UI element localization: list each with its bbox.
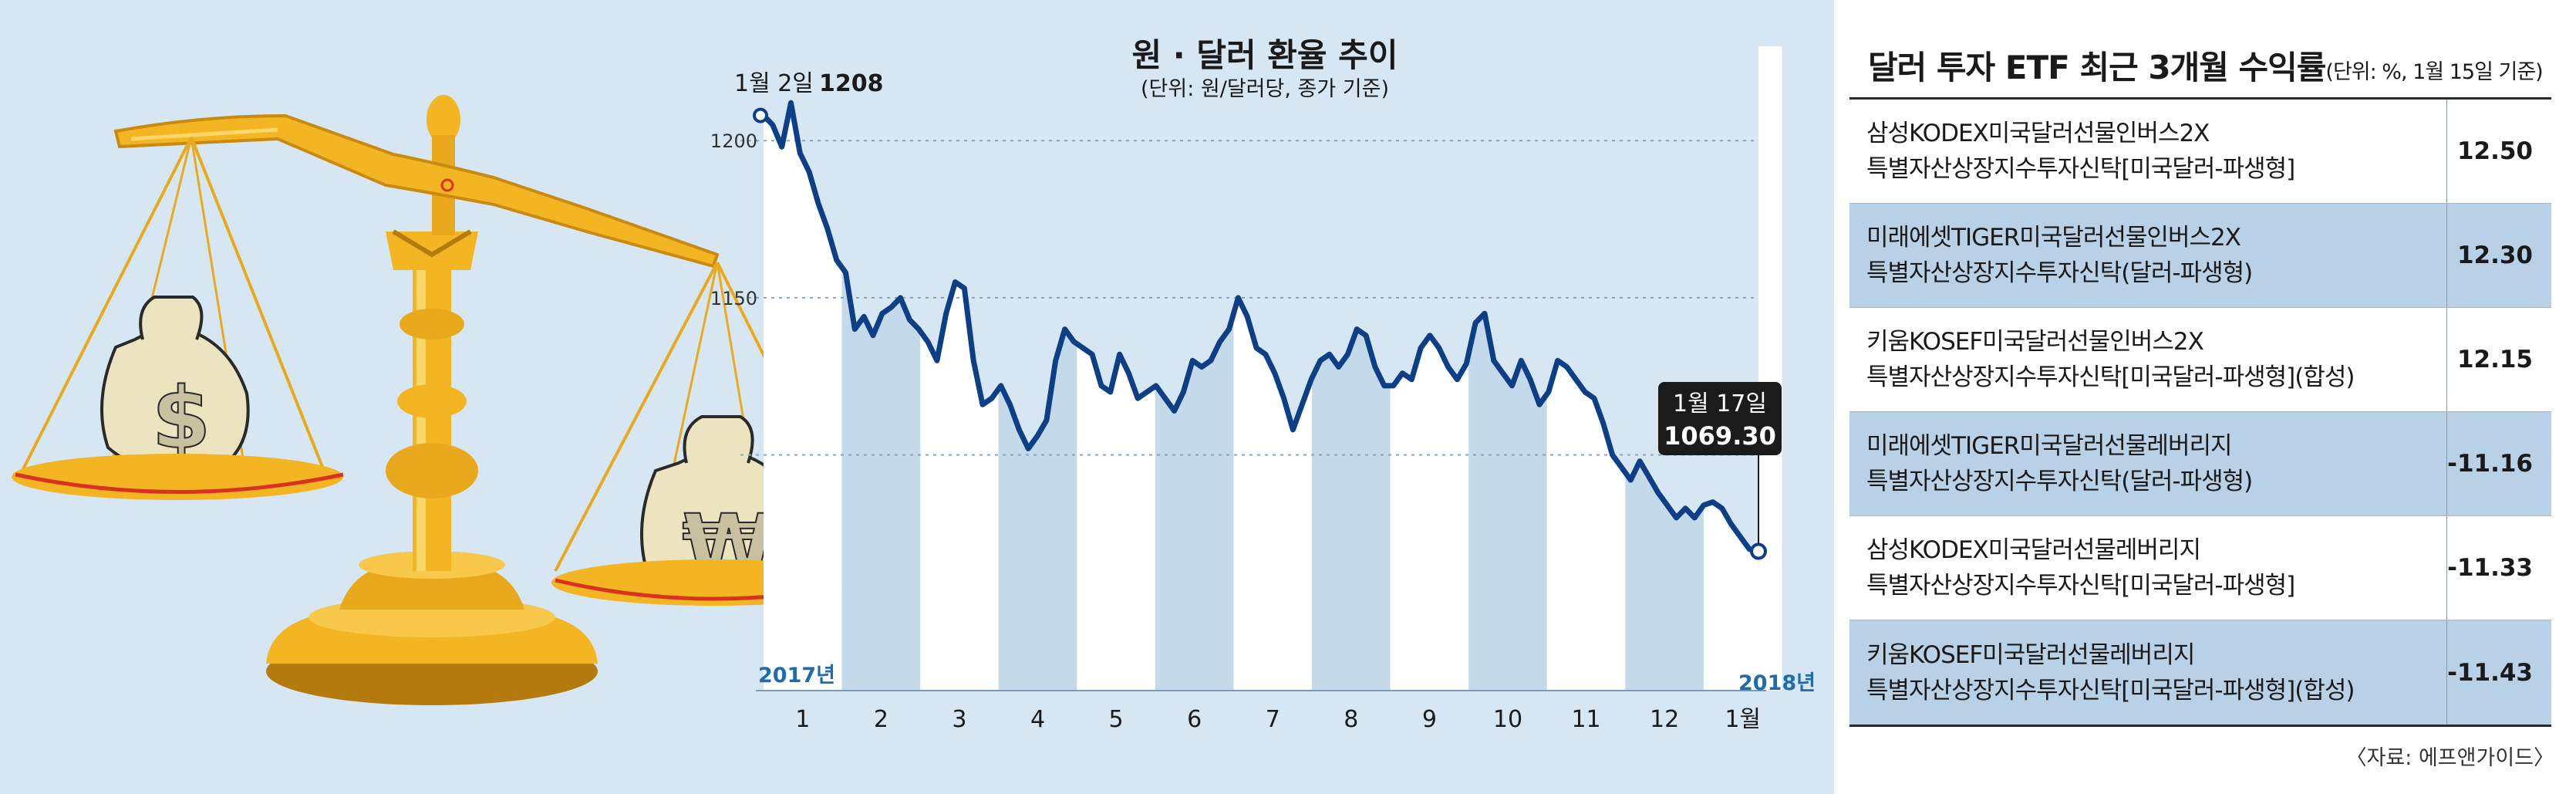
table-row: 미래에셋TIGER미국달러선물레버리지 특별자산상장지수투자신탁(달러-파생형) -… [1849, 412, 2551, 516]
etf-name-line2: 특별자산상장지수투자신탁(달러-파생형) [1866, 468, 2253, 495]
etf-return-value: -11.43 [2447, 658, 2533, 687]
x-tick-label: 2 [874, 706, 888, 733]
etf-return-value: -11.33 [2447, 554, 2533, 582]
end-point-marker [1750, 542, 1767, 560]
x-tick-label: 1 [795, 706, 810, 733]
etf-name-line2: 특별자산상장지수투자신탁[미국달러-파생형](합성) [1866, 676, 2355, 704]
etf-name-line1: 미래에셋TIGER미국달러선물인버스2X [1866, 224, 2241, 252]
x-tick-label: 8 [1344, 706, 1358, 733]
chart-panel: $ ₩ 1200 1150 1 2 3 4 5 6 7 8 9 10 11 12 1월 1월 17일 10… [0, 0, 1834, 794]
etf-name-line2: 특별자산상장지수투자신탁[미국달러-파생형] [1866, 572, 2295, 600]
chart-subtitle: (단위: 원/달러당, 종가 기준) [1141, 77, 1389, 101]
x-tick-label: 5 [1109, 706, 1124, 733]
y-tick-label: 1200 [710, 130, 757, 152]
table-row: 미래에셋TIGER미국달러선물인버스2X 특별자산상장지수투자신탁(달러-파생형)… [1849, 204, 2551, 308]
table-row: 삼성KODEX미국달러선물인버스2X 특별자산상장지수투자신탁[미국달러-파생형]… [1849, 100, 2551, 204]
etf-return-table: 삼성KODEX미국달러선물인버스2X 특별자산상장지수투자신탁[미국달러-파생형]… [1849, 97, 2551, 727]
x-tick-label: 10 [1493, 706, 1522, 733]
x-tick-label: 3 [952, 706, 966, 733]
end-callout-value: 1069.30 [1664, 421, 1776, 451]
x-tick-label: 9 [1422, 706, 1437, 733]
table-row: 삼성KODEX미국달러선물레버리지 특별자산상장지수투자신탁[미국달러-파생형] -… [1849, 516, 2551, 620]
end-callout-date: 1월 17일 [1673, 390, 1767, 417]
etf-name-line2: 특별자산상장지수투자신탁[미국달러-파생형](합성) [1866, 363, 2355, 391]
x-tick-label: 12 [1650, 706, 1679, 733]
dollar-symbol: $ [152, 369, 211, 468]
chart-title: 원 · 달러 환율 추이 [1132, 36, 1398, 74]
etf-return-value: 12.50 [2456, 137, 2533, 165]
etf-name: 미래에셋TIGER미국달러선물인버스2X 특별자산상장지수투자신탁(달러-파생형) [1849, 204, 2447, 307]
table-title-text: 달러 투자 ETF 최근 3개월 수익률 [1868, 49, 2326, 86]
etf-return-value: 12.30 [2456, 242, 2533, 269]
start-point-marker [753, 107, 768, 123]
etf-name-line2: 특별자산상장지수투자신탁[미국달러-파생형] [1866, 155, 2295, 183]
x-tick-label: 7 [1266, 706, 1280, 733]
table-row: 키움KOSEF미국달러선물인버스2X 특별자산상장지수투자신탁[미국달러-파생형]… [1849, 308, 2551, 412]
y-tick-label: 1150 [710, 288, 757, 309]
etf-name-line1: 키움KOSEF미국달러선물인버스2X [1866, 328, 2204, 356]
etf-name-line1: 미래에셋TIGER미국달러선물레버리지 [1866, 432, 2233, 460]
etf-name-line1: 키움KOSEF미국달러선물레버리지 [1866, 640, 2195, 669]
chart-mask-above-line [764, 46, 1758, 552]
etf-name: 키움KOSEF미국달러선물인버스2X 특별자산상장지수투자신탁[미국달러-파생형]… [1849, 308, 2447, 411]
x-tick-label: 4 [1030, 706, 1045, 733]
year-end-label: 2018년 [1738, 671, 1816, 695]
year-start-label: 2017년 [758, 664, 835, 688]
rate-line [761, 100, 1759, 554]
x-tick-label: 11 [1571, 706, 1600, 733]
table-title: 달러 투자 ETF 최근 3개월 수익률(단위: %, 1월 15일 기준) [1868, 42, 2544, 89]
etf-name-line2: 특별자산상장지수투자신탁(달러-파생형) [1866, 259, 2253, 287]
etf-name-line1: 삼성KODEX미국달러선물레버리지 [1866, 536, 2201, 564]
start-label-date: 1월 2일 [734, 70, 814, 97]
balance-scale-illustration: $ ₩ [12, 95, 876, 705]
end-callout-box [1658, 382, 1782, 455]
etf-name: 삼성KODEX미국달러선물인버스2X 특별자산상장지수투자신탁[미국달러-파생형] [1849, 100, 2447, 203]
x-tick-label: 1월 [1725, 706, 1761, 733]
start-label-value: 1208 [819, 70, 884, 97]
etf-return-value: -11.16 [2447, 450, 2533, 478]
source-note: 〈자료: 에프앤가이드〉 [2345, 746, 2554, 770]
etf-name-line1: 삼성KODEX미국달러선물인버스2X [1866, 120, 2210, 147]
x-tick-label: 6 [1187, 706, 1202, 733]
table-title-unit: (단위: %, 1월 15일 기준) [2325, 60, 2543, 84]
etf-return-value: 12.15 [2456, 346, 2533, 373]
